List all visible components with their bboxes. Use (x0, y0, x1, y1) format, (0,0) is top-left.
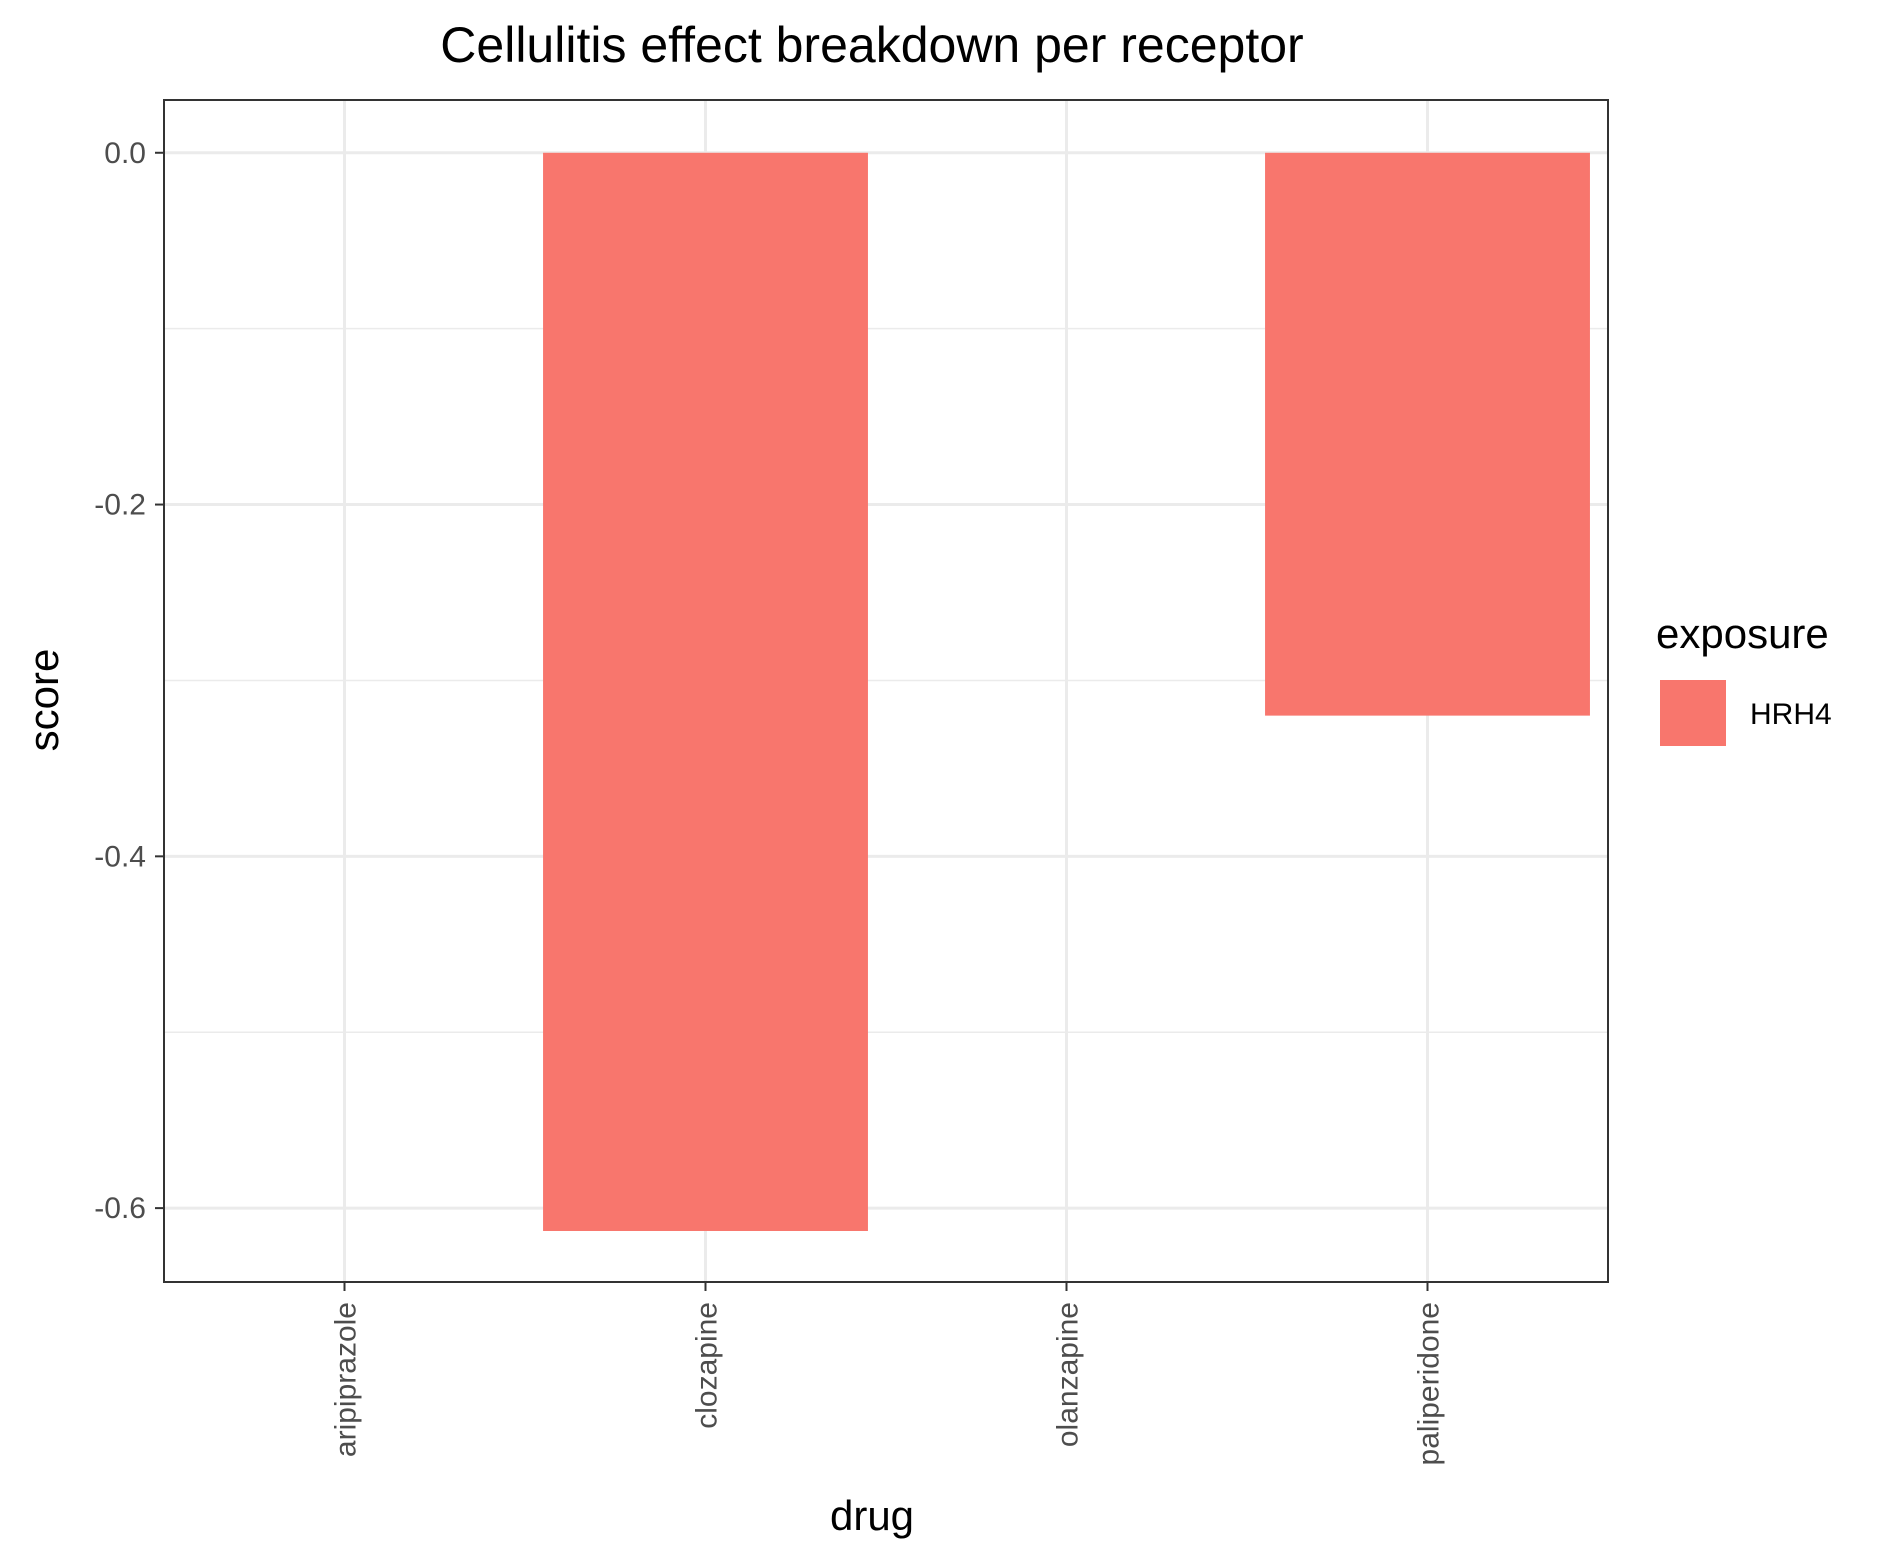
bar-paliperidone (1265, 152, 1590, 716)
y-tick-label: -0.4 (94, 840, 146, 873)
plot-panel-border (163, 99, 1609, 1283)
y-tick-label: -0.6 (94, 1192, 146, 1225)
chart-title: Cellulitis effect breakdown per receptor (440, 17, 1303, 73)
legend-title: exposure (1656, 610, 1829, 657)
legend: exposure HRH4 (1656, 610, 1832, 746)
x-axis-title: drug (830, 1492, 914, 1539)
bar-clozapine (543, 152, 868, 1231)
legend-key-hrh4 (1660, 680, 1726, 746)
bars (543, 152, 1590, 1231)
x-tick-label-olanzapine: olanzapine (1052, 1302, 1085, 1447)
x-tick-label-aripiprazole: aripiprazole (330, 1302, 363, 1457)
legend-label-hrh4: HRH4 (1750, 698, 1832, 731)
x-tick-label-paliperidone: paliperidone (1413, 1302, 1446, 1465)
y-tick-label: -0.2 (94, 489, 146, 522)
y-axis-title: score (20, 649, 67, 752)
x-tick-label-clozapine: clozapine (691, 1302, 724, 1429)
y-tick-label: 0.0 (104, 137, 146, 170)
axis-ticks: 0.0 -0.2 -0.4 -0.6 aripiprazole clozapine olan… (94, 137, 1445, 1466)
